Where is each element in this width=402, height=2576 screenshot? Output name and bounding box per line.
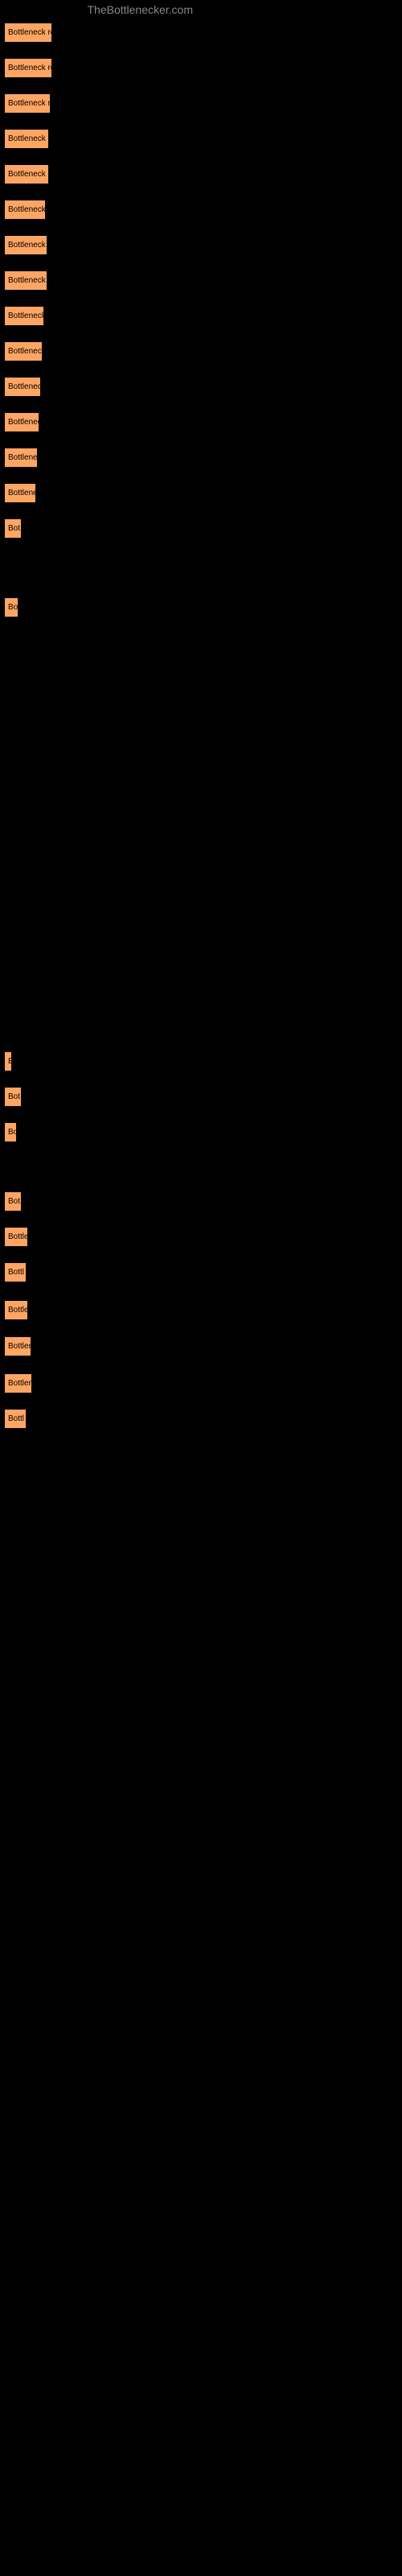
bar-8: Bottleneck xyxy=(4,306,44,326)
bar-24: Bottlen xyxy=(4,1373,32,1393)
bar-1: Bottleneck re xyxy=(4,58,52,78)
bar-chart: Bottleneck re Bottleneck re Bottleneck r Bo… xyxy=(0,0,402,2556)
bar-19: Bot xyxy=(4,1191,22,1212)
bar-3: Bottleneck r xyxy=(4,129,49,149)
bar-7: Bottleneck r xyxy=(4,270,47,291)
bar-18: Bo xyxy=(4,1122,17,1142)
bar-2: Bottleneck r xyxy=(4,93,51,114)
bar-14: Bot xyxy=(4,518,22,539)
bar-5: Bottleneck xyxy=(4,200,46,220)
bar-13: Bottlene xyxy=(4,483,36,503)
bar-9: Bottleneck xyxy=(4,341,43,361)
bar-11: Bottlenec xyxy=(4,412,39,432)
bar-15: Bo xyxy=(4,597,18,617)
bar-17: Bot xyxy=(4,1087,22,1107)
bar-12: Bottlenec xyxy=(4,448,38,468)
bar-4: Bottleneck r xyxy=(4,164,49,184)
bar-21: Bottl xyxy=(4,1262,27,1282)
bar-10: Bottleneck xyxy=(4,377,41,397)
bar-20: Bottle xyxy=(4,1227,28,1247)
bar-16: E xyxy=(4,1051,12,1071)
bar-22: Bottle xyxy=(4,1300,28,1320)
bar-25: Bottl xyxy=(4,1409,27,1429)
bar-6: Bottleneck r xyxy=(4,235,47,255)
bar-0: Bottleneck re xyxy=(4,23,52,43)
bar-23: Bottler xyxy=(4,1336,31,1356)
